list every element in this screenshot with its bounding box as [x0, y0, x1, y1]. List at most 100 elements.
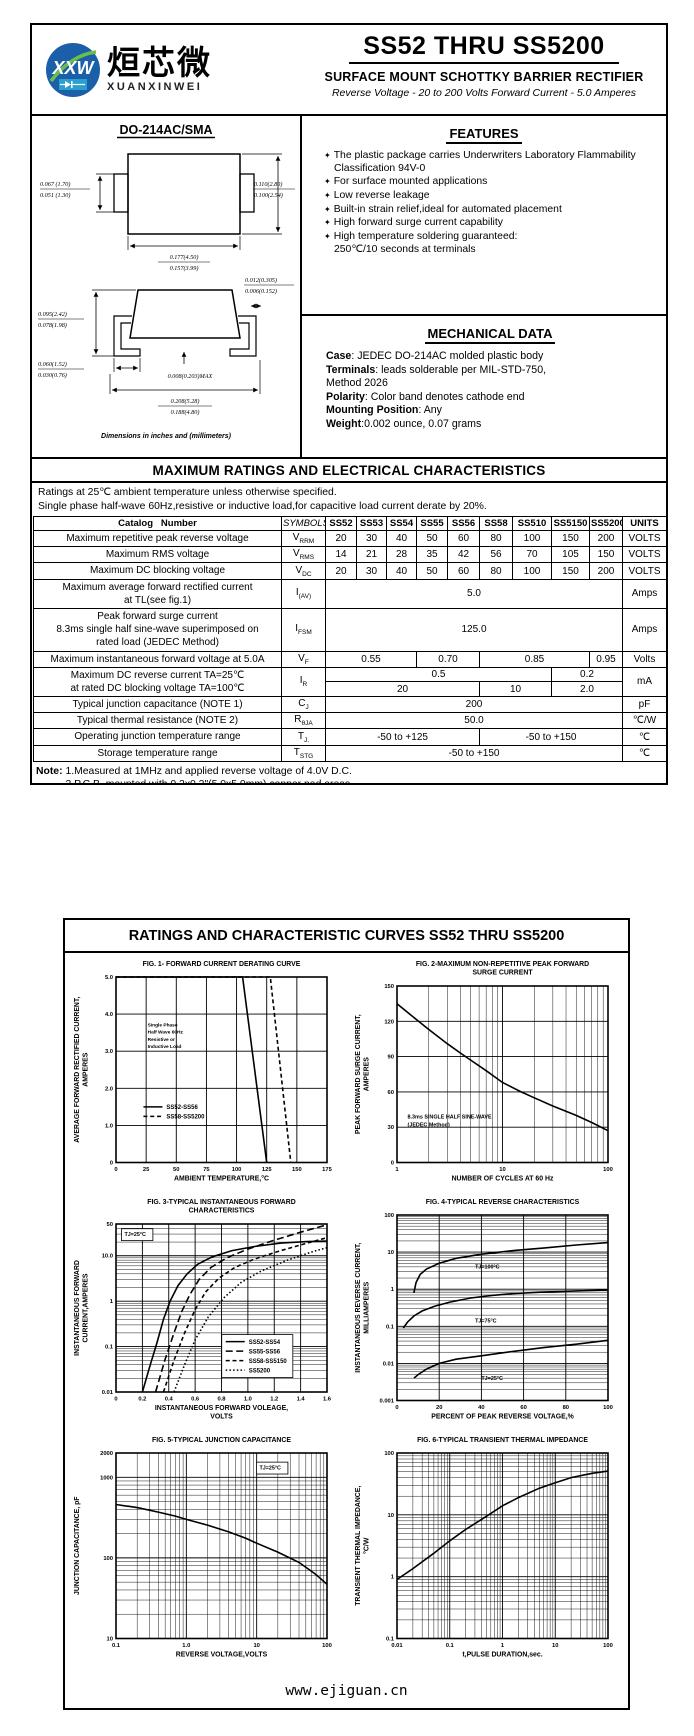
- chart-text: 0.4: [164, 1397, 173, 1403]
- brand-name-en: XUANXINWEI: [107, 81, 203, 94]
- package-name: DO-214AC/SMA: [119, 123, 212, 137]
- chart-text: 100: [385, 1451, 395, 1457]
- brand-logo: XXW: [46, 42, 100, 97]
- chart-text: Inductive Load: [147, 1044, 181, 1050]
- ratings-section-title: MAXIMUM RATINGS AND ELECTRICAL CHARACTER…: [32, 459, 666, 483]
- chart-text: 100: [603, 1405, 613, 1411]
- series-SS52-SS54: [141, 1240, 327, 1393]
- chart-text: TJ=25°C: [124, 1232, 146, 1238]
- package-outline-drawing: DO-214AC/SMA 0.110(2.80) 0.100(2.54) 0.0…: [38, 123, 295, 440]
- fig1-chart: 0 25 50 75 100 125 150 175 0 1.0 2.0 3.0 4.0 5.0 FIG. …: [74, 961, 333, 1183]
- chart-text: 1: [396, 1167, 400, 1173]
- header: XXW 烜芯微 XUANXINWEI SS52 THRU SS5200 SURF…: [32, 25, 666, 116]
- value-cell: 30: [356, 530, 387, 548]
- fig2-chart: 1 10 100 0 30 60 90 120 150 FIG. 2-MAXIMUM NON-RE…: [355, 961, 613, 1183]
- symbol-cell: VDC: [281, 562, 326, 580]
- col-header-device: SS54: [386, 516, 417, 532]
- chart-text: SS52-SS54: [248, 1340, 280, 1346]
- fig3-chart: 0 0.2 0.4 0.6 0.8 1.0 1.2 1.4 1.6 0.01 0.1 1 10.0 50 F…: [74, 1199, 332, 1421]
- value-cell: 0.2: [551, 666, 623, 683]
- chart-text: 1.2: [270, 1397, 278, 1403]
- features-title: FEATURES: [314, 126, 654, 144]
- dim-label: 0.100(2.54): [254, 192, 283, 199]
- value-cell: 0.5: [325, 666, 552, 683]
- package-lead-right: [239, 173, 255, 213]
- table-row: 20 10 2.0: [34, 681, 667, 698]
- table-row: Maximum DC reverse current TA=25℃ at rat…: [33, 666, 666, 698]
- value-cell: 125.0: [325, 607, 623, 652]
- chart-text: 1.6: [323, 1397, 332, 1403]
- chart-text: AMPERES: [364, 1057, 371, 1091]
- series-fig2: [396, 1003, 609, 1132]
- chart-text: 0.8: [217, 1397, 226, 1403]
- characteristic-curves-grid: 0 25 50 75 100 125 150 175 0 1.0 2.0 3.0 4.0 5.0 FIG. …: [65, 953, 628, 1671]
- value-cell: 150: [589, 546, 623, 564]
- chart-text: SS58-SS5150: [248, 1359, 287, 1365]
- chart-text: 150: [385, 984, 395, 990]
- value-cell: 20: [325, 681, 480, 698]
- chart-text: 100: [322, 1643, 332, 1649]
- chart-text: 1: [391, 1287, 395, 1293]
- series-SS58-SS5150: [162, 1236, 327, 1393]
- value-cell: 200: [325, 696, 623, 714]
- chart-text: FIG. 1- FORWARD CURRENT DERATING CURVE: [142, 961, 300, 968]
- chart-text: 0.01: [392, 1643, 404, 1649]
- chart-text: TJ=100°C: [475, 1265, 500, 1271]
- chart-text: 1.0: [182, 1643, 190, 1649]
- mechanical-data-item: Terminals: leads solderable per MIL-STD-…: [326, 363, 547, 390]
- series-TJ=100°C: [413, 1241, 609, 1293]
- chart-text: 10: [552, 1643, 558, 1649]
- chart-text: JUNCTION CAPACITANCE, pF: [74, 1496, 81, 1595]
- chart-text: INSTANTANEOUS FORWARD: [74, 1260, 81, 1356]
- chart-text: 50: [106, 1222, 112, 1228]
- value-cell: -50 to +150: [325, 744, 623, 762]
- ratings-condition-line2: Single phase half-wave 60Hz,resistive or…: [38, 500, 487, 512]
- chart-text: 90: [388, 1055, 394, 1061]
- chart-text: AMBIENT TEMPERATURE,°C: [174, 1175, 269, 1183]
- chart-text: 10: [500, 1167, 506, 1173]
- chart-text: Half Wave 60Hz: [147, 1030, 183, 1036]
- value-cell: 60: [447, 530, 480, 548]
- bullet-icon: ✦: [324, 204, 331, 214]
- feature-item: ✦ The plastic package carries Underwriter…: [324, 150, 636, 174]
- value-cell: 0.85: [479, 650, 590, 668]
- chart-text: 1.0: [244, 1397, 252, 1403]
- col-header-device: SS53: [356, 516, 387, 532]
- chart-text: SS52-SS56: [166, 1105, 198, 1111]
- lead-bend-left: [113, 315, 141, 357]
- dim-label: 0.078(1.98): [38, 322, 67, 329]
- unit-cell: pF: [622, 696, 666, 714]
- dim-label: 0.030(0.76): [38, 372, 67, 379]
- chart-text: VOLTS: [210, 1414, 233, 1421]
- value-cell: 200: [589, 562, 623, 580]
- series-fig6: [396, 1470, 609, 1581]
- chart-text: TJ=25°C: [259, 1466, 281, 1472]
- logo-swoosh: [49, 49, 97, 82]
- value-cell: 35: [416, 546, 448, 564]
- symbol-cell: RθJA: [281, 712, 326, 730]
- parameter-label-cell: Peak forward surge current 8.3ms single …: [33, 607, 282, 652]
- ratings-table: Catalog Number SYMBOLS SS52 SS53 SS54 SS…: [33, 516, 667, 762]
- parameter-label-cell: Maximum instantaneous forward voltage at…: [33, 650, 282, 668]
- chart-text: 0.01: [101, 1390, 113, 1396]
- value-cell: 80: [479, 530, 513, 548]
- chart-text: Single Phase: [147, 1022, 177, 1028]
- mechanical-data-item: Case: JEDEC DO-214AC molded plastic body: [326, 350, 544, 362]
- value-cell: 30: [356, 562, 387, 580]
- dim-label: 0.095(2.42): [38, 311, 67, 318]
- unit-cell: Volts: [622, 650, 666, 668]
- value-cell: 0.95: [589, 650, 623, 668]
- chart-text: 10: [388, 1513, 394, 1519]
- features-section: FEATURES ✦ The plastic package carries Un…: [302, 116, 666, 314]
- chart-text: FIG. 2-MAXIMUM NON-REPETITIVE PEAK FORWA…: [416, 961, 589, 968]
- table-row: Peak forward surge current 8.3ms single …: [33, 607, 666, 652]
- chart-text: 10: [253, 1643, 259, 1649]
- brand-block: XXW 烜芯微 XUANXINWEI: [32, 25, 302, 114]
- chart-text: 100: [231, 1167, 241, 1173]
- col-header-device: SS510: [512, 516, 552, 532]
- dim-label: 0.177(4.50): [170, 254, 199, 261]
- series-SS58-SS5200: [115, 976, 292, 1163]
- note-label: Note:: [36, 765, 63, 777]
- doc-tagline: Reverse Voltage - 20 to 200 Volts Forwar…: [331, 87, 637, 99]
- brand-name-cn: 烜芯微: [107, 43, 212, 81]
